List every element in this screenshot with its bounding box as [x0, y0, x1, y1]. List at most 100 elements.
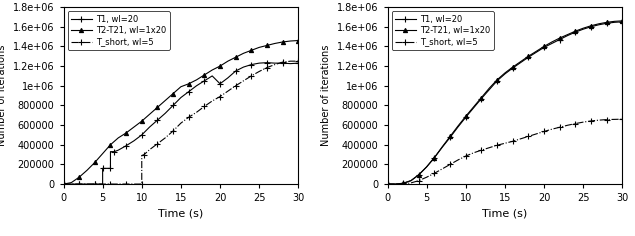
T_short, wl=5: [478, 149, 485, 152]
T_short, wl=5: [123, 183, 130, 185]
T_short, wl=5: [446, 163, 454, 166]
T2-T21, wl=1x20: [603, 21, 610, 24]
T2-T21, wl=1x20: [556, 37, 563, 39]
T1, wl=20: [579, 28, 587, 31]
T2-T21, wl=1x20: [83, 169, 91, 172]
T1, wl=20: [399, 182, 407, 185]
T2-T21, wl=1x20: [170, 92, 177, 95]
T2-T21, wl=1x20: [67, 181, 75, 184]
T_short, wl=5: [595, 119, 603, 122]
T1, wl=20: [177, 96, 185, 99]
T_short, wl=5: [60, 183, 67, 185]
T2-T21, wl=1x20: [185, 82, 192, 85]
T_short, wl=5: [83, 183, 91, 185]
T_short, wl=5: [224, 90, 232, 93]
T2-T21, wl=1x20: [76, 176, 83, 179]
T1, wl=20: [286, 62, 294, 65]
X-axis label: Time (s): Time (s): [158, 209, 204, 219]
T_short, wl=5: [216, 95, 224, 98]
T2-T21, wl=1x20: [146, 113, 154, 116]
T_short, wl=5: [431, 172, 438, 175]
T1, wl=20: [263, 61, 271, 64]
T1, wl=20: [517, 61, 525, 64]
T2-T21, wl=1x20: [248, 49, 255, 52]
T_short, wl=5: [462, 155, 470, 157]
T1, wl=20: [130, 139, 138, 142]
T2-T21, wl=1x20: [130, 126, 138, 128]
T_short, wl=5: [509, 140, 516, 143]
T2-T21, wl=1x20: [399, 182, 407, 185]
T_short, wl=5: [439, 167, 446, 170]
T_short, wl=5: [279, 61, 286, 63]
T2-T21, wl=1x20: [478, 96, 485, 99]
T2-T21, wl=1x20: [525, 55, 532, 58]
T1, wl=20: [603, 22, 610, 25]
T_short, wl=5: [618, 118, 626, 121]
Line: T_short, wl=5: T_short, wl=5: [61, 58, 301, 187]
T2-T21, wl=1x20: [279, 41, 286, 43]
T1, wl=20: [392, 183, 399, 185]
T1, wl=20: [439, 146, 446, 149]
T_short, wl=5: [239, 79, 247, 82]
T_short, wl=5: [170, 130, 177, 132]
T_short, wl=5: [232, 84, 239, 87]
T1, wl=20: [509, 67, 516, 69]
T_short, wl=5: [114, 183, 122, 185]
T2-T21, wl=1x20: [232, 56, 239, 59]
T1, wl=20: [532, 51, 540, 54]
T2-T21, wl=1x20: [263, 44, 271, 47]
T_short, wl=5: [454, 159, 462, 161]
T1, wl=20: [431, 156, 438, 159]
Line: T1, wl=20: T1, wl=20: [61, 60, 301, 187]
T1, wl=20: [525, 56, 532, 59]
T_short, wl=5: [603, 118, 610, 121]
T1, wl=20: [138, 134, 145, 136]
T1, wl=20: [587, 25, 595, 28]
T1, wl=20: [83, 183, 91, 185]
T2-T21, wl=1x20: [415, 173, 423, 176]
T_short, wl=5: [140, 153, 148, 156]
T1, wl=20: [208, 75, 216, 77]
T_short, wl=5: [161, 136, 169, 139]
T1, wl=20: [493, 79, 501, 82]
T_short, wl=5: [407, 181, 415, 184]
T2-T21, wl=1x20: [446, 135, 454, 138]
T_short, wl=5: [587, 120, 595, 122]
T_short, wl=5: [423, 176, 431, 179]
T_short, wl=5: [146, 148, 154, 151]
T2-T21, wl=1x20: [60, 183, 67, 185]
T_short, wl=5: [399, 182, 407, 185]
T1, wl=20: [611, 21, 618, 24]
T1, wl=20: [248, 63, 255, 66]
T1, wl=20: [255, 62, 263, 65]
T_short, wl=5: [99, 183, 107, 185]
T1, wl=20: [564, 34, 572, 37]
T2-T21, wl=1x20: [587, 24, 595, 27]
T_short, wl=5: [130, 183, 138, 185]
T1, wl=20: [161, 112, 169, 115]
T1, wl=20: [384, 183, 391, 185]
T_short, wl=5: [611, 118, 618, 121]
T_short, wl=5: [154, 142, 161, 145]
T2-T21, wl=1x20: [485, 87, 493, 90]
T1, wl=20: [193, 84, 201, 87]
T1, wl=20: [99, 183, 107, 185]
T2-T21, wl=1x20: [239, 52, 247, 55]
T_short, wl=5: [107, 183, 114, 185]
T1, wl=20: [232, 70, 239, 72]
T1, wl=20: [201, 79, 208, 82]
T2-T21, wl=1x20: [501, 72, 509, 74]
T_short, wl=5: [384, 183, 391, 185]
T_short, wl=5: [138, 154, 145, 157]
T2-T21, wl=1x20: [509, 66, 516, 68]
T1, wl=20: [415, 173, 423, 176]
T1, wl=20: [295, 62, 302, 65]
T_short, wl=5: [525, 135, 532, 138]
T1, wl=20: [107, 150, 114, 153]
T2-T21, wl=1x20: [470, 105, 478, 108]
T_short, wl=5: [208, 100, 216, 102]
T_short, wl=5: [579, 121, 587, 124]
T2-T21, wl=1x20: [407, 179, 415, 182]
T1, wl=20: [146, 126, 154, 128]
T_short, wl=5: [286, 60, 294, 63]
